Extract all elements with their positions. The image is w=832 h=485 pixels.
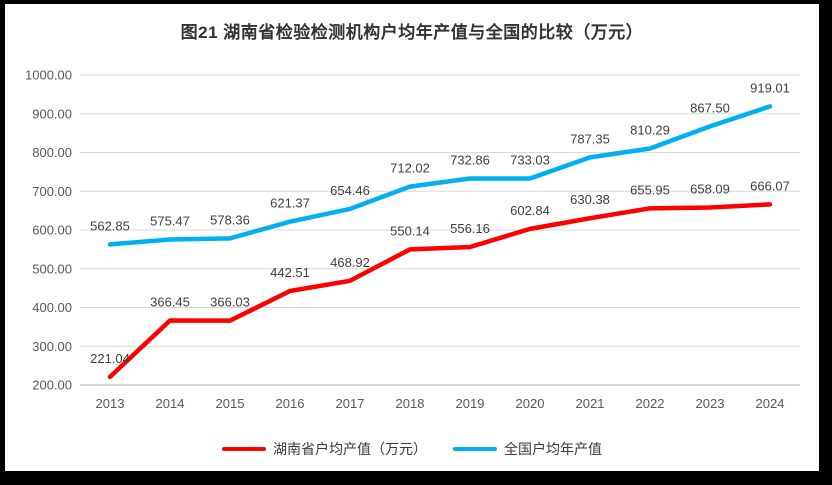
x-tick-label: 2016	[276, 396, 305, 411]
data-label: 602.84	[510, 203, 550, 218]
data-label: 733.03	[510, 152, 550, 167]
data-label: 654.46	[330, 183, 370, 198]
data-label: 221.04	[90, 351, 130, 366]
data-label: 919.01	[750, 80, 790, 95]
data-label: 442.51	[270, 265, 310, 280]
data-label: 867.50	[690, 100, 730, 115]
data-label: 787.35	[570, 131, 610, 146]
data-label: 810.29	[630, 123, 670, 138]
data-label: 575.47	[150, 214, 190, 229]
data-label: 666.07	[750, 178, 790, 193]
data-label: 556.16	[450, 221, 490, 236]
legend-item-national: 全国户均年产值	[453, 439, 602, 459]
y-tick-label: 200.00	[32, 378, 72, 393]
x-tick-label: 2022	[636, 396, 665, 411]
y-tick-label: 600.00	[32, 223, 72, 238]
y-tick-label: 800.00	[32, 145, 72, 160]
legend-label-national: 全国户均年产值	[504, 441, 602, 457]
chart-legend: 湖南省户均产值（万元） 全国户均年产值	[5, 439, 819, 459]
data-label: 550.14	[390, 223, 430, 238]
series-line-1	[107, 104, 773, 247]
x-tick-label: 2018	[396, 396, 425, 411]
data-label: 366.03	[210, 295, 250, 310]
y-tick-label: 1000.00	[25, 68, 72, 83]
y-tick-label: 900.00	[32, 106, 72, 121]
y-tick-label: 300.00	[32, 339, 72, 354]
data-label: 732.86	[450, 153, 490, 168]
data-label: 468.92	[330, 255, 370, 270]
data-label: 562.85	[90, 218, 130, 233]
x-tick-label: 2013	[96, 396, 125, 411]
x-tick-label: 2015	[216, 396, 245, 411]
chart-title: 图21 湖南省检验检测机构户均年产值与全国的比较（万元）	[180, 23, 644, 42]
x-tick-label: 2024	[756, 396, 785, 411]
data-label: 366.45	[150, 295, 190, 310]
y-tick-label: 500.00	[32, 261, 72, 276]
legend-item-hunan: 湖南省户均产值（万元）	[222, 439, 427, 459]
x-tick-label: 2014	[156, 396, 185, 411]
data-label: 712.02	[390, 161, 430, 176]
x-tick-label: 2020	[516, 396, 545, 411]
data-label: 621.37	[270, 196, 310, 211]
y-tick-label: 700.00	[32, 184, 72, 199]
data-label: 658.09	[690, 181, 730, 196]
line-chart: 200.00 300.00 400.00 500.00 600.00 700.00 800.…	[25, 68, 800, 411]
chart-canvas: 图21 湖南省检验检测机构户均年产值与全国的比较（万元） 200.00 300.0…	[5, 4, 819, 471]
x-tick-label: 2021	[576, 396, 605, 411]
data-label: 630.38	[570, 192, 610, 207]
legend-label-hunan: 湖南省户均产值（万元）	[273, 441, 427, 457]
legend-marker-hunan	[222, 447, 266, 451]
x-tick-label: 2019	[456, 396, 485, 411]
legend-marker-national	[453, 447, 497, 451]
x-tick-label: 2023	[696, 396, 725, 411]
data-label: 578.36	[210, 212, 250, 227]
series-line-0	[107, 202, 773, 380]
data-label: 655.95	[630, 182, 670, 197]
y-tick-label: 400.00	[32, 300, 72, 315]
x-tick-label: 2017	[336, 396, 365, 411]
